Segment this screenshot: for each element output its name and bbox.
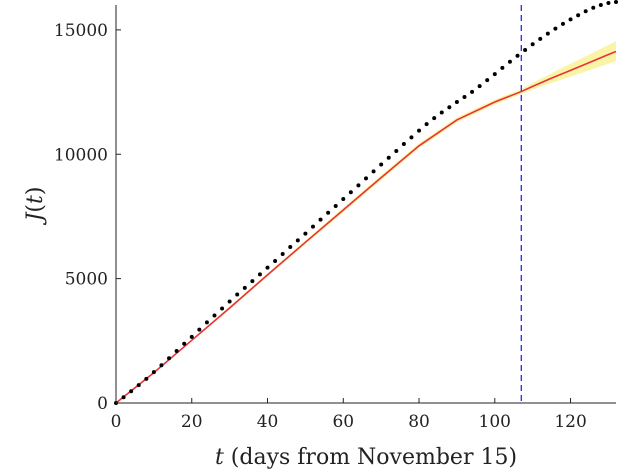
data-point: [454, 100, 459, 105]
confidence-band-layer: [116, 41, 616, 403]
data-point: [538, 36, 543, 41]
data-point: [295, 238, 300, 243]
data-point: [364, 176, 368, 181]
data-point: [545, 31, 550, 36]
y-tick-label: 0: [97, 394, 108, 414]
data-point: [136, 383, 141, 388]
data-point: [121, 395, 126, 400]
y-axis-close-paren: ): [23, 187, 48, 196]
data-point: [326, 210, 331, 215]
data-point: [235, 292, 240, 297]
data-point: [507, 59, 512, 64]
data-point: [257, 272, 262, 277]
fit-curve-layer: [115, 50, 617, 404]
axes: [115, 5, 616, 404]
data-point: [159, 363, 164, 368]
fit-curve: [115, 50, 617, 404]
data-point: [129, 389, 134, 394]
y-axis-open-paren: (: [23, 204, 48, 213]
data-point: [576, 13, 581, 18]
data-point: [144, 376, 149, 381]
y-tick-label: 15000: [54, 21, 108, 41]
data-point: [523, 48, 528, 53]
y-axis-title: J(t): [23, 187, 48, 226]
data-point: [432, 116, 437, 121]
data-point: [371, 169, 376, 174]
data-point: [167, 356, 172, 361]
data-point: [614, 0, 618, 5]
data-point: [333, 203, 338, 208]
data-point: [492, 72, 497, 77]
x-tick-label: 0: [111, 412, 122, 432]
y-axis-function: J: [23, 211, 48, 225]
data-point: [151, 370, 156, 375]
data-point: [310, 224, 315, 229]
data-point: [500, 65, 505, 70]
observed-points-layer: [114, 0, 618, 405]
y-ticks: 0 5000 10000 15000: [54, 21, 121, 414]
x-axis-title: t (days from November 15): [215, 445, 517, 470]
data-point: [485, 78, 490, 83]
data-point: [242, 285, 247, 290]
x-tick-label: 100: [479, 412, 511, 432]
data-point: [606, 1, 611, 6]
data-point: [560, 21, 565, 26]
data-point: [379, 162, 384, 167]
data-point: [583, 9, 588, 14]
data-point: [477, 84, 482, 89]
y-axis-variable: t: [23, 195, 48, 204]
y-tick-label: 10000: [54, 145, 108, 165]
data-point: [174, 349, 179, 354]
data-point: [227, 299, 232, 304]
data-point: [341, 197, 346, 202]
x-tick-label: 60: [332, 412, 354, 432]
data-point: [318, 217, 323, 222]
data-point: [220, 306, 225, 311]
data-point: [424, 122, 429, 127]
x-tick-label: 120: [554, 412, 586, 432]
data-point: [439, 110, 444, 115]
data-point: [417, 128, 422, 133]
data-point: [265, 265, 270, 270]
data-point: [530, 42, 535, 47]
x-tick-label: 80: [408, 412, 430, 432]
y-tick-label: 5000: [65, 270, 108, 290]
data-point: [204, 320, 209, 325]
data-point: [515, 53, 520, 58]
data-point: [273, 258, 278, 263]
data-point: [288, 245, 293, 250]
data-point: [568, 17, 573, 22]
x-tick-label: 20: [181, 412, 203, 432]
data-point: [182, 341, 187, 346]
data-point: [348, 190, 353, 195]
data-point: [197, 327, 202, 332]
data-point: [470, 89, 475, 94]
data-point: [280, 251, 285, 256]
data-point: [212, 313, 217, 318]
x-axis-variable: t: [215, 445, 224, 470]
data-point: [598, 3, 603, 7]
data-point: [394, 149, 399, 154]
data-point: [401, 142, 406, 147]
data-point: [250, 279, 255, 284]
data-point: [386, 155, 391, 160]
data-point: [189, 334, 194, 339]
data-point: [447, 105, 452, 110]
x-ticks: 0 20 40 60 80 100 120: [111, 398, 587, 432]
data-point: [409, 135, 414, 140]
data-point: [462, 95, 467, 100]
data-point: [303, 231, 308, 236]
confidence-band: [116, 41, 616, 403]
x-tick-label: 40: [257, 412, 279, 432]
data-point: [553, 26, 558, 31]
data-point: [591, 5, 596, 10]
data-point: [356, 183, 361, 188]
x-axis-text: (days from November 15): [224, 445, 517, 470]
